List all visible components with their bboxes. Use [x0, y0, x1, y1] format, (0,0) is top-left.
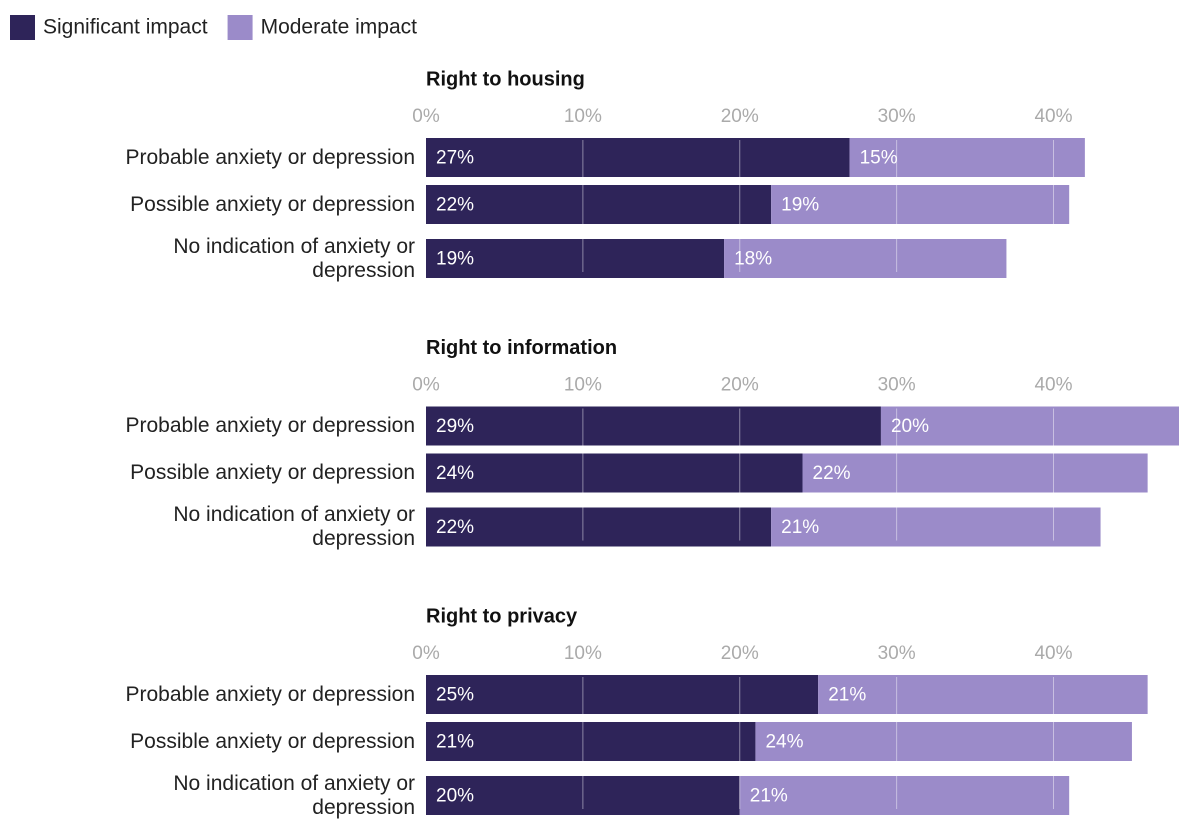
x-tick-label: 20%: [721, 643, 759, 664]
bar-segment: [426, 239, 725, 278]
x-tick-label: 40%: [1034, 375, 1072, 396]
category-text: Possible anxiety or depression: [130, 461, 415, 484]
x-tick-label: 0%: [412, 643, 440, 664]
panel-title: Right to privacy: [426, 605, 578, 627]
bar-segment: [426, 138, 850, 177]
x-tick-label: 10%: [564, 106, 602, 127]
category-text: No indication of anxiety or depression: [173, 771, 415, 819]
x-tick-label: 30%: [878, 375, 916, 396]
x-tick-label: 40%: [1034, 643, 1072, 664]
value-label: 21%: [828, 685, 866, 706]
bar-segment: [426, 453, 803, 493]
panel-title: Right to housing: [426, 68, 585, 90]
bar-segment: [426, 406, 881, 446]
category-label: Possible anxiety or depression: [20, 193, 415, 217]
x-tick-label: 40%: [1034, 106, 1072, 127]
value-label: 15%: [860, 148, 898, 169]
x-tick-label: 20%: [721, 375, 759, 396]
bar-segment: [426, 507, 772, 547]
x-tick-label: 30%: [878, 106, 916, 127]
bar-segment: [880, 406, 1179, 446]
value-label: 19%: [436, 249, 474, 270]
bar-segment: [771, 185, 1070, 224]
value-label: 29%: [436, 416, 474, 437]
x-tick-label: 30%: [878, 643, 916, 664]
value-label: 21%: [436, 732, 474, 753]
value-label: 20%: [891, 416, 929, 437]
value-label: 18%: [734, 249, 772, 270]
category-label: Possible anxiety or depression: [20, 730, 415, 754]
value-label: 22%: [436, 517, 474, 538]
category-text: Probable anxiety or depression: [125, 145, 415, 169]
category-label: Probable anxiety or depression: [20, 146, 415, 170]
category-text: No indication of anxiety or depression: [173, 234, 415, 282]
x-tick-label: 10%: [564, 643, 602, 664]
category-label: Possible anxiety or depression: [20, 461, 415, 485]
category-label: No indication of anxiety or depression: [20, 235, 415, 283]
bar-segment: [426, 776, 740, 815]
bar-segment: [771, 507, 1101, 547]
bar-segment: [818, 675, 1148, 714]
value-label: 24%: [765, 732, 803, 753]
category-text: Probable anxiety or depression: [125, 682, 415, 706]
category-text: No indication of anxiety or depression: [173, 503, 415, 550]
bar-segment: [849, 138, 1085, 177]
category-text: Possible anxiety or depression: [130, 729, 415, 753]
value-label: 22%: [813, 463, 851, 484]
legend-swatch: [227, 15, 253, 40]
bar-segment: [724, 239, 1007, 278]
panel-title: Right to information: [426, 337, 617, 359]
x-tick-label: 0%: [412, 106, 440, 127]
value-label: 21%: [781, 517, 819, 538]
bar-segment: [426, 185, 772, 224]
value-label: 27%: [436, 148, 474, 169]
bar-segment: [426, 675, 819, 714]
bar-segment: [802, 453, 1148, 493]
category-label: No indication of anxiety or depression: [20, 503, 415, 551]
bar-segment: [426, 722, 756, 761]
x-tick-label: 0%: [412, 375, 440, 396]
value-label: 20%: [436, 786, 474, 807]
category-text: Probable anxiety or depression: [125, 414, 415, 437]
category-label: Probable anxiety or depression: [20, 683, 415, 707]
value-label: 21%: [750, 786, 788, 807]
value-label: 24%: [436, 463, 474, 484]
x-tick-label: 20%: [721, 106, 759, 127]
bar-segment: [739, 776, 1070, 815]
category-text: Possible anxiety or depression: [130, 192, 415, 216]
category-label: Probable anxiety or depression: [20, 414, 415, 438]
legend-label: Significant impact: [43, 16, 208, 39]
value-label: 19%: [781, 195, 819, 216]
x-tick-label: 10%: [564, 375, 602, 396]
value-label: 22%: [436, 195, 474, 216]
bar-segment: [755, 722, 1132, 761]
legend-swatch: [10, 15, 35, 40]
category-label: No indication of anxiety or depression: [20, 772, 415, 819]
legend-label: Moderate impact: [261, 16, 418, 39]
value-label: 25%: [436, 685, 474, 706]
